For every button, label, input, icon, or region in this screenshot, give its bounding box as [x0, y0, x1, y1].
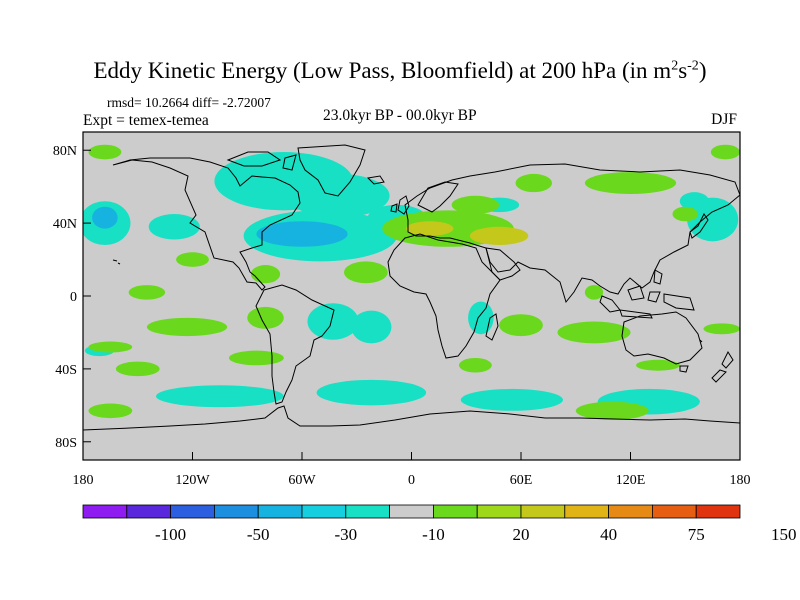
anomaly-region-green: [115, 361, 160, 377]
colorbar-label: -30: [334, 525, 357, 544]
colorbar-label: 150: [771, 525, 797, 544]
experiment-label: Expt = temex-temea: [83, 112, 209, 129]
colorbar-swatch: [126, 504, 172, 519]
anomaly-region-blue: [92, 206, 118, 229]
anomaly-region-green: [584, 172, 677, 194]
coast-madagascar: [485, 313, 499, 341]
anomaly-region-cyan: [460, 388, 563, 411]
anomaly-region-green: [575, 401, 649, 420]
colorbar: -100 -50 -30 -10 20 40 75 150: [82, 504, 797, 544]
anomaly-region-green: [635, 359, 680, 371]
y-tick-label: 0: [70, 290, 77, 305]
x-tick-label: 60E: [510, 473, 533, 488]
x-tick-label: 120E: [616, 473, 646, 488]
colorbar-label: 20: [513, 525, 530, 544]
colorbar-swatch: [432, 504, 478, 519]
coast-south-america: [255, 284, 335, 405]
chart-title: Eddy Kinetic Energy (Low Pass, Bloomfiel…: [93, 58, 707, 83]
colorbar-label: 40: [600, 525, 617, 544]
map-field: [83, 132, 740, 460]
anomaly-region-green: [515, 173, 553, 193]
coast-arctic-islands: [226, 151, 297, 171]
anomaly-region-green: [229, 350, 284, 366]
colorbar-label: -10: [422, 525, 445, 544]
x-tick-label: 120W: [175, 473, 210, 488]
y-tick-label: 80S: [55, 436, 77, 451]
y-tick-label: 80N: [53, 144, 77, 159]
colorbar-swatch: [170, 504, 215, 519]
anomaly-region-cyan: [148, 214, 200, 240]
colorbar-swatch: [82, 504, 128, 519]
x-tick-label: 0: [408, 473, 415, 488]
coast-greenland: [297, 144, 366, 197]
anomaly-region-cyan: [307, 303, 359, 340]
anomaly-region-cyan: [679, 192, 709, 211]
anomaly-region-green: [458, 357, 492, 373]
anomaly-region-green: [710, 144, 740, 160]
x-tick-label: 180: [730, 473, 751, 488]
colorbar-label: -100: [155, 525, 186, 544]
anomaly-region-green: [88, 341, 133, 353]
y-tick-label: 40S: [55, 363, 77, 378]
colorbar-swatch: [520, 504, 566, 519]
stats-label: rmsd= 10.2664 diff= -2.72007: [107, 95, 271, 110]
coast-iceland: [366, 175, 385, 185]
anomaly-region-blue: [256, 221, 348, 247]
coast-africa: [387, 233, 501, 359]
colorbar-swatch: [564, 504, 609, 519]
anomaly-region-green: [250, 265, 281, 284]
colorbar-swatch: [389, 504, 434, 519]
anomaly-region-cyan: [156, 385, 284, 408]
colorbar-swatch: [608, 504, 653, 519]
anomaly-region-green: [146, 317, 228, 337]
coast-indonesia: [599, 269, 695, 319]
coast-australia: [621, 311, 703, 373]
anomaly-region-yellow: [469, 226, 529, 245]
coast-north-america: [112, 157, 301, 291]
anomaly-regions: [83, 144, 740, 420]
y-axis-ticks: 80N 40N 0 40S 80S: [53, 144, 91, 451]
anomaly-region-green: [343, 261, 388, 284]
anomaly-region-green: [176, 252, 209, 267]
x-tick-label: 180: [73, 473, 94, 488]
period-subtitle: 23.0kyr BP - 00.0kyr BP: [323, 107, 477, 124]
colorbar-swatch: [213, 504, 259, 519]
coast-british-isles: [390, 195, 410, 215]
anomaly-region-green: [557, 321, 631, 344]
coast-pacific-islands: [112, 259, 703, 343]
anomaly-region-green: [88, 144, 122, 160]
anomaly-region-green: [499, 314, 543, 337]
x-tick-label: 60W: [288, 473, 316, 488]
anomaly-region-green: [703, 323, 740, 335]
anomaly-region-green: [584, 285, 604, 300]
colorbar-swatch: [257, 504, 303, 519]
anomaly-region-green: [88, 403, 133, 419]
season-label: DJF: [711, 111, 737, 128]
anomaly-region-green: [451, 195, 500, 214]
colorbar-swatch: [695, 504, 741, 519]
anomaly-region-cyan: [468, 301, 494, 335]
coast-japan: [689, 213, 709, 239]
colorbar-label: 75: [688, 525, 705, 544]
colorbar-swatch: [476, 504, 522, 519]
anomaly-region-green: [128, 285, 166, 300]
colorbar-swatch: [301, 504, 347, 519]
coast-scandinavia: [417, 181, 459, 213]
x-axis-ticks: 180 120W 60W 0 60E 120E 180: [73, 452, 751, 488]
colorbar-swatch: [652, 504, 697, 519]
coast-antarctica: [83, 405, 740, 431]
anomaly-region-cyan: [351, 310, 392, 344]
anomaly-region-green: [247, 306, 284, 329]
coast-new-zealand: [711, 350, 734, 383]
anomaly-region-green: [672, 206, 699, 222]
y-tick-label: 40N: [53, 217, 77, 232]
coastlines: [83, 144, 740, 431]
colorbar-swatch: [345, 504, 390, 519]
colorbar-label: -50: [247, 525, 270, 544]
coast-arabia: [485, 247, 521, 281]
anomaly-region-cyan: [316, 379, 427, 406]
anomaly-region-yellow: [406, 221, 454, 236]
